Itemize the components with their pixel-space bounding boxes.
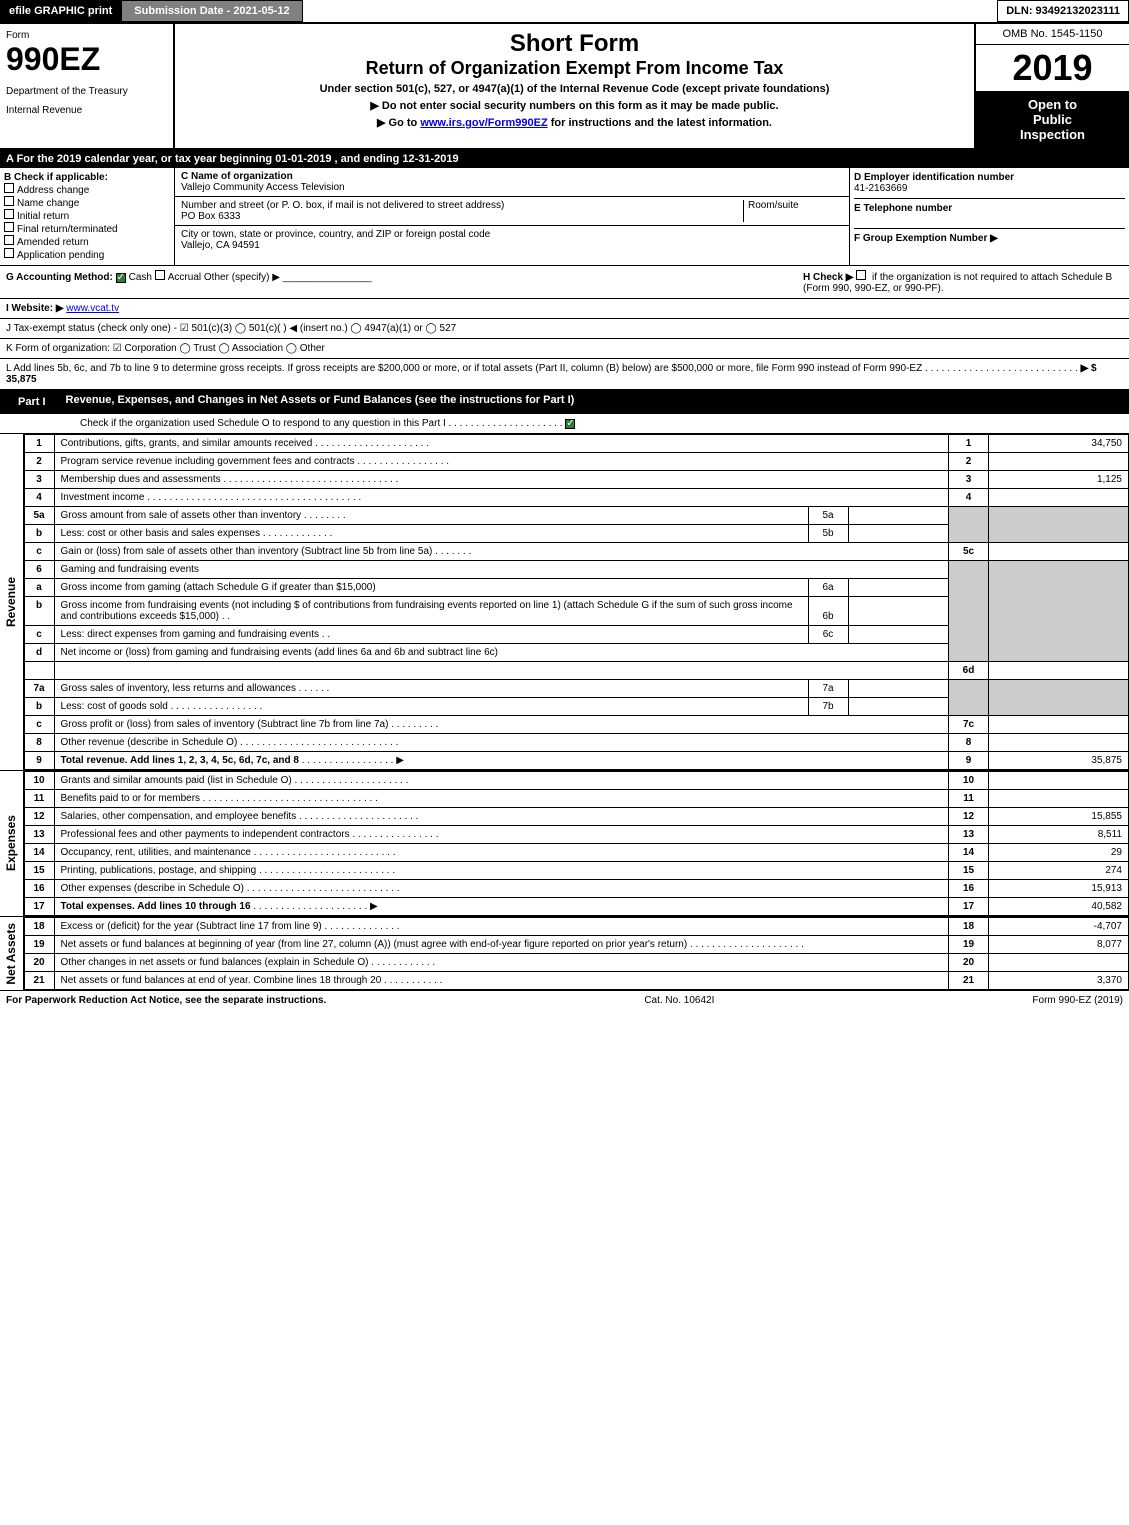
row-l-gross-receipts: L Add lines 5b, 6c, and 7b to line 9 to … xyxy=(0,359,1129,390)
room-suite-label: Room/suite xyxy=(743,200,843,222)
e-phone-label: E Telephone number xyxy=(854,203,952,214)
d-ein-label: D Employer identification number xyxy=(854,172,1014,183)
f-group-label: F Group Exemption Number ▶ xyxy=(854,233,998,244)
checkbox-pending[interactable] xyxy=(4,248,14,258)
checkbox-initial-return[interactable] xyxy=(4,209,14,219)
netassets-side-label: Net Assets xyxy=(4,923,18,985)
part-i-header: Part I Revenue, Expenses, and Changes in… xyxy=(0,390,1129,414)
expenses-side-label: Expenses xyxy=(4,815,18,871)
checkbox-address-change[interactable] xyxy=(4,183,14,193)
row-j-tax-status: J Tax-exempt status (check only one) - ☑… xyxy=(0,319,1129,339)
revenue-side-label: Revenue xyxy=(4,577,18,627)
title-under: Under section 501(c), 527, or 4947(a)(1)… xyxy=(181,83,968,95)
form-label: Form xyxy=(6,30,167,41)
checkbox-accrual[interactable] xyxy=(155,270,165,280)
ein-value: 41-2163669 xyxy=(854,183,1125,194)
dept-irs: Internal Revenue xyxy=(6,105,167,116)
city-label: City or town, state or province, country… xyxy=(181,229,490,240)
row-a-tax-year: A For the 2019 calendar year, or tax yea… xyxy=(0,150,1129,168)
row-k-org-form: K Form of organization: ☑ Corporation ◯ … xyxy=(0,339,1129,359)
part-i-check-text: Check if the organization used Schedule … xyxy=(80,418,446,429)
website-link[interactable]: www.vcat.tv xyxy=(66,303,119,314)
expenses-table: 10Grants and similar amounts paid (list … xyxy=(24,771,1129,916)
note-ssn: ▶ Do not enter social security numbers o… xyxy=(181,99,968,112)
title-main: Return of Organization Exempt From Incom… xyxy=(181,58,968,79)
netassets-table: 18Excess or (deficit) for the year (Subt… xyxy=(24,917,1129,990)
note-goto: ▶ Go to www.irs.gov/Form990EZ for instru… xyxy=(181,116,968,129)
irs-link[interactable]: www.irs.gov/Form990EZ xyxy=(420,117,547,129)
title-short: Short Form xyxy=(181,30,968,58)
checkbox-name-change[interactable] xyxy=(4,196,14,206)
c-name-label: C Name of organization xyxy=(181,171,293,182)
checkbox-schedule-o[interactable]: ✓ xyxy=(565,419,575,429)
footer-form: Form 990-EZ (2019) xyxy=(1032,995,1123,1006)
dln-label: DLN: 93492132023111 xyxy=(997,0,1129,22)
g-label: G Accounting Method: xyxy=(6,272,113,283)
addr-label: Number and street (or P. O. box, if mail… xyxy=(181,200,504,211)
checkbox-cash[interactable]: ✓ xyxy=(116,273,126,283)
efile-print-button[interactable]: efile GRAPHIC print xyxy=(0,0,121,22)
section-b-c-d: B Check if applicable: Address change Na… xyxy=(0,168,1129,266)
tax-year: 2019 xyxy=(976,45,1129,91)
org-city: Vallejo, CA 94591 xyxy=(181,240,260,251)
checkbox-amended[interactable] xyxy=(4,235,14,245)
footer-cat: Cat. No. 10642I xyxy=(644,995,714,1006)
footer-left: For Paperwork Reduction Act Notice, see … xyxy=(6,995,326,1006)
checkbox-final-return[interactable] xyxy=(4,222,14,232)
top-bar: efile GRAPHIC print Submission Date - 20… xyxy=(0,0,1129,24)
h-label: H Check ▶ xyxy=(803,272,853,283)
b-label: B Check if applicable: xyxy=(4,172,170,183)
org-name: Vallejo Community Access Television xyxy=(181,182,345,193)
dept-treasury: Department of the Treasury xyxy=(6,86,167,97)
submission-date-button[interactable]: Submission Date - 2021-05-12 xyxy=(121,0,302,22)
org-address: PO Box 6333 xyxy=(181,211,240,222)
checkbox-h[interactable] xyxy=(856,270,866,280)
open-public-inspection: Open to Public Inspection xyxy=(976,91,1129,148)
form-number: 990EZ xyxy=(6,41,167,78)
omb-number: OMB No. 1545-1150 xyxy=(976,24,1129,45)
revenue-table: 1Contributions, gifts, grants, and simil… xyxy=(24,434,1129,770)
page-footer: For Paperwork Reduction Act Notice, see … xyxy=(0,991,1129,1010)
form-header: Form 990EZ Department of the Treasury In… xyxy=(0,24,1129,150)
i-website-label: I Website: ▶ xyxy=(6,303,64,314)
